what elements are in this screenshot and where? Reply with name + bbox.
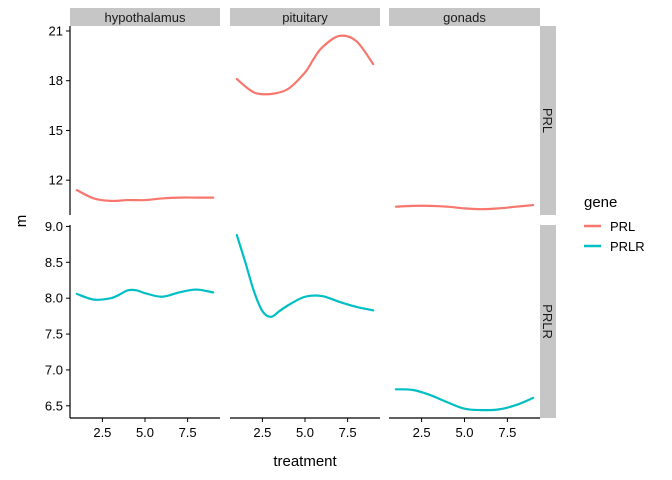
series-line-PRL-gonads [394, 203, 535, 211]
series-line-PRLR-pituitary [235, 233, 375, 318]
y-tick-label-PRL: 21 [49, 23, 63, 38]
legend-label-PRLR: PRLR [610, 239, 645, 254]
x-axis-title: treatment [273, 453, 337, 470]
series-line-PRLR-hypothalamus [75, 288, 215, 301]
facet-label-hypothalamus: hypothalamus [105, 10, 186, 25]
y-axes: 12 15 18 21 6.5 7.0 7.5 8.0 8.5 9.0 [45, 23, 71, 418]
y-tick-label-PRL: 12 [49, 173, 63, 188]
y-tick-label-PRLR: 7.5 [45, 327, 63, 342]
y-tick-label-PRL: 15 [49, 123, 63, 138]
x-tick-label-gonads: 7.5 [498, 425, 516, 440]
y-tick-label-PRLR: 8.5 [45, 255, 63, 270]
legend-items: PRL PRLR [584, 219, 645, 254]
facet-strip-pituitary [230, 8, 380, 26]
y-tick-label-PRLR: 7.0 [45, 362, 63, 377]
facet-label-PRL: PRL [540, 108, 555, 133]
y-tick-label-PRLR: 9.0 [45, 219, 63, 234]
x-tick-label-gonads: 5.0 [455, 425, 473, 440]
y-axis-title: m [13, 215, 30, 228]
facet-strip-PRLR [540, 225, 556, 418]
facet-strip-gonads [389, 8, 540, 26]
facet-label-pituitary: pituitary [282, 10, 328, 25]
x-tick-label-gonads: 2.5 [413, 425, 431, 440]
x-axes: 2.5 5.0 7.5 2.5 5.0 7.5 2.5 5.0 7.5 [70, 417, 540, 440]
facet-strip-hypothalamus [70, 8, 220, 26]
x-tick-label-hypothalamus: 2.5 [93, 425, 111, 440]
x-tick-label-pituitary: 5.0 [296, 425, 314, 440]
series-line-PRL-hypothalamus [75, 189, 215, 203]
y-tick-label-PRLR: 6.5 [45, 398, 63, 413]
legend-title: gene [584, 194, 617, 211]
facet-label-gonads: gonads [443, 10, 486, 25]
facet-label-PRLR: PRLR [540, 304, 555, 339]
x-tick-label-hypothalamus: 5.0 [136, 425, 154, 440]
x-tick-label-hypothalamus: 7.5 [179, 425, 197, 440]
legend: gene PRL PRLR [584, 194, 645, 254]
legend-label-PRL: PRL [610, 219, 635, 234]
series-line-PRLR-gonads [394, 388, 535, 412]
panel-grid: hypothalamus pituitary gonads PRL PRLR [70, 8, 556, 418]
y-tick-label-PRLR: 8.0 [45, 291, 63, 306]
facet-strip-PRL [540, 26, 556, 215]
x-tick-label-pituitary: 2.5 [253, 425, 271, 440]
series-line-PRL-pituitary [235, 34, 375, 96]
y-tick-label-PRL: 18 [49, 73, 63, 88]
x-tick-label-pituitary: 7.5 [339, 425, 357, 440]
